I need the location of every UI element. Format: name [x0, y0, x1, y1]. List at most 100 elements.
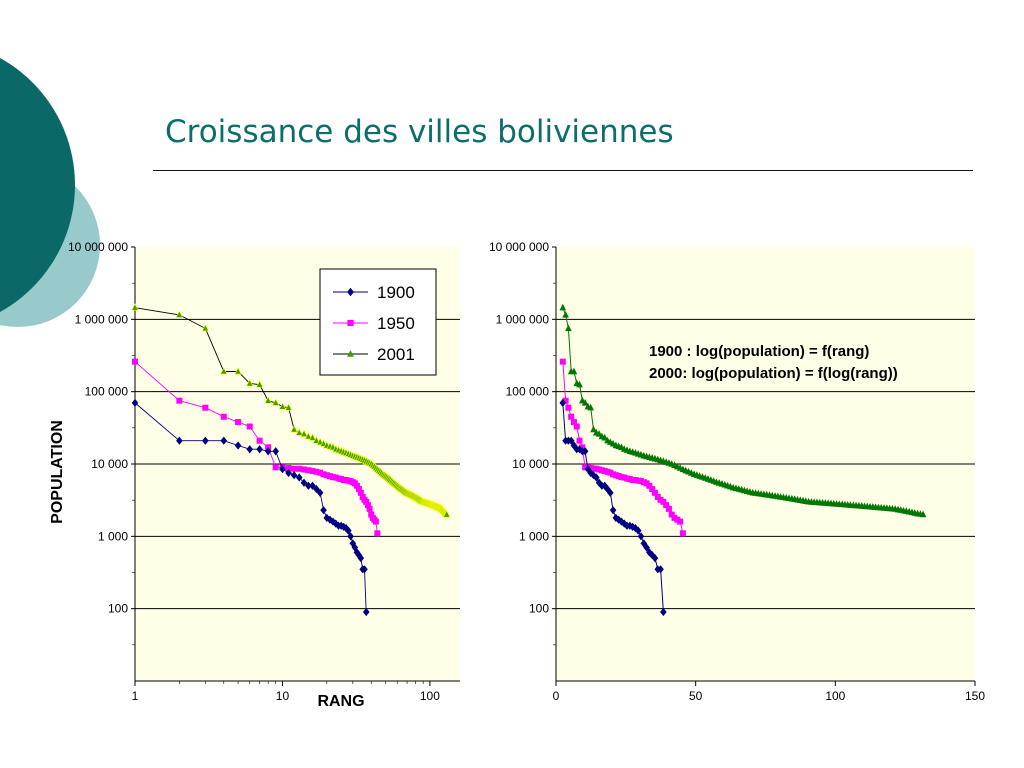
series-2001-point — [201, 323, 210, 332]
series-1900-point — [347, 532, 354, 541]
annotation-text: 1900 : log(population) = f(rang) — [649, 343, 869, 360]
series-1900-point — [581, 447, 589, 456]
series-2001-point — [300, 429, 308, 437]
series-1950-point — [374, 530, 381, 537]
series-1950-point — [320, 471, 327, 478]
series-1900-point — [634, 526, 642, 535]
series-1900-point — [285, 468, 292, 478]
series-2001-point — [576, 380, 583, 388]
x-tick-label: 150 — [965, 689, 985, 703]
series-2001-point — [220, 367, 228, 375]
series-1950-point — [256, 437, 263, 444]
series-1900-point — [587, 468, 595, 478]
legend: 1900 1950 2001 — [319, 268, 437, 376]
series-2001-point — [312, 436, 321, 444]
series-2001-point — [175, 310, 184, 318]
series-1900-point — [584, 465, 592, 474]
series-1950-point — [300, 466, 307, 473]
series-2001 — [559, 303, 927, 518]
series-1900-point — [601, 481, 608, 490]
series-1950-point — [317, 469, 324, 476]
series-1900-point — [651, 554, 659, 563]
series-1950-point — [235, 419, 242, 426]
series-1950-point — [668, 511, 675, 518]
series-1950-point — [663, 502, 670, 509]
series-1950-point — [366, 505, 373, 512]
series-2001-point — [255, 380, 264, 388]
series-1900-point — [660, 607, 667, 617]
series-1950-point — [353, 482, 360, 489]
series-1900-point — [176, 436, 183, 445]
series-1950-point — [291, 465, 298, 472]
series-1900-point — [234, 441, 242, 450]
series-1950-point — [568, 413, 575, 420]
series-1900-point — [272, 447, 280, 456]
series-1900-point — [657, 565, 664, 574]
series-1950-point — [176, 397, 183, 404]
legend-label: 1950 — [377, 314, 415, 333]
series-1950-point — [246, 423, 253, 430]
series-1900-point — [606, 488, 614, 497]
decorative-circles — [0, 58, 100, 327]
series-2001-point — [246, 378, 254, 387]
series-1950-point — [651, 489, 658, 496]
series-2001-point — [443, 510, 451, 518]
series-2001-point — [131, 303, 139, 311]
series-1900-point — [353, 548, 361, 557]
series-1900-point — [202, 436, 209, 445]
series-2001-point — [565, 324, 572, 332]
series-2001-point — [234, 367, 242, 375]
series-1900-point — [604, 484, 611, 494]
series-1950-point — [357, 489, 364, 496]
legend-marker — [347, 350, 354, 357]
series-1950-point — [309, 468, 316, 475]
decorative-circle-dark — [0, 58, 75, 312]
x-tick-label: 10 — [276, 689, 290, 703]
series-2001-point — [562, 311, 569, 318]
series-1950-point — [272, 464, 279, 471]
series-1950-point — [363, 498, 370, 505]
series-1900-point — [351, 543, 359, 552]
series-1900-point — [361, 565, 368, 574]
series-2001-point — [559, 303, 567, 311]
series-1900-point — [337, 521, 345, 530]
series-1900-point — [323, 513, 331, 522]
series-2001-point — [290, 425, 298, 433]
series-2001-point — [308, 433, 317, 441]
series-1950-point — [368, 511, 375, 518]
y-tick-label: 10 000 — [512, 457, 549, 471]
series-1950-point — [220, 413, 227, 420]
series-2001-point — [587, 403, 595, 411]
chart-lin-log: 100 1 000 10 000 100 000 1 000 000 10 000 000… — [489, 240, 985, 703]
series-2001-point — [264, 396, 272, 404]
series-2001-point — [284, 403, 293, 411]
series-1900-point — [220, 436, 228, 445]
series-2001-point — [581, 398, 589, 406]
x-axis-label: RANG — [317, 693, 364, 710]
x-tick-label: 100 — [825, 689, 845, 703]
series-1950-point — [305, 467, 312, 474]
series-1950-point — [649, 486, 656, 493]
series-2001-point — [272, 398, 280, 406]
series-2001-point — [278, 402, 287, 410]
y-tick-label: 1 000 — [98, 529, 128, 543]
y-tick-label: 1 000 — [519, 529, 549, 543]
series-1900-point — [316, 488, 324, 497]
y-tick-label: 1 000 000 — [75, 312, 129, 326]
legend-box — [319, 268, 437, 376]
title-divider — [153, 170, 973, 171]
series-1950-point — [313, 468, 320, 475]
series-1900-point — [329, 517, 337, 526]
series-1950-point — [565, 404, 572, 411]
series-1950 — [559, 358, 686, 537]
series-1900-point — [593, 473, 600, 482]
series-1950-point — [677, 518, 684, 525]
y-tick-label: 100 — [108, 602, 128, 616]
series-1950-point — [576, 437, 583, 444]
x-tick-label: 0 — [553, 689, 560, 703]
y-tick-label: 100 000 — [506, 385, 550, 399]
series-2001-point — [919, 510, 927, 518]
series-1900-point — [313, 484, 320, 494]
series-1900-point — [643, 543, 650, 552]
series-1950-point — [559, 358, 566, 365]
